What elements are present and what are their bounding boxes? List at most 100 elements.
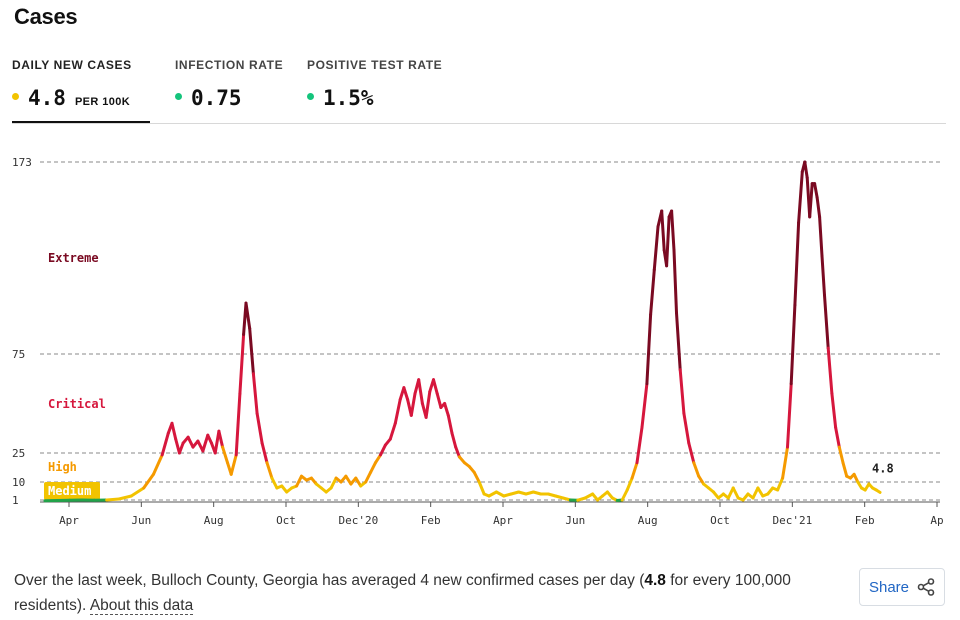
x-tick-label: Jun	[131, 514, 151, 527]
series-line-segment	[652, 225, 660, 272]
tab-label: INFECTION RATE	[175, 58, 284, 72]
y-tick-label: 25	[12, 447, 25, 460]
series-line-segment	[874, 488, 882, 494]
series-line-segment	[818, 215, 824, 258]
series-line-segment	[823, 293, 830, 350]
series-line-segment	[682, 411, 691, 445]
zone-badge	[44, 482, 100, 500]
series-line-segment	[751, 486, 760, 500]
series-line-segment	[649, 268, 656, 317]
status-dot-icon	[307, 93, 314, 100]
series-line-segment	[687, 441, 696, 465]
series-line-segment	[776, 476, 785, 492]
x-tick-label: Aug	[638, 514, 658, 527]
series-line-segment	[201, 433, 210, 453]
series-line-segment	[813, 182, 819, 199]
tab-positive-test-rate[interactable]: POSITIVE TEST RATE 1.5%	[307, 58, 457, 123]
x-tick-label: Apr	[493, 514, 513, 527]
series-line-segment	[697, 474, 706, 486]
series-line-segment	[786, 382, 793, 449]
status-dot-icon	[12, 93, 19, 100]
zone-label-medium: Medium	[48, 484, 91, 498]
share-button[interactable]: Share	[859, 568, 945, 606]
series-line-segment	[815, 195, 822, 219]
summary-bold-value: 4.8	[644, 572, 666, 589]
series-line-segment	[803, 160, 809, 180]
series-line-segment	[454, 445, 461, 459]
series-line-segment	[417, 378, 424, 405]
series-line-segment	[620, 488, 629, 502]
cases-line-chart: 173 75 25 10 1 Extreme Critical High Medium Apr Ju…	[12, 156, 944, 527]
series-line-segment	[830, 392, 838, 429]
series-line-segment	[129, 486, 146, 498]
series-line-segment	[645, 313, 653, 386]
x-tick-label: Aug	[204, 514, 224, 527]
series-line-segment	[443, 402, 450, 417]
y-tick-label: 75	[12, 348, 25, 361]
series-line-segment	[364, 470, 373, 484]
series-line-segment	[248, 327, 255, 376]
share-icon	[917, 578, 935, 596]
x-tick-label: Apr	[59, 514, 79, 527]
series-line-segment	[402, 386, 410, 401]
series-line-segment	[756, 486, 765, 498]
about-data-link[interactable]: About this data	[89, 597, 194, 615]
zone-label-high: High	[48, 460, 77, 474]
series-line-segment	[841, 461, 849, 478]
series-line-segment	[826, 346, 834, 396]
series-line-segment	[446, 413, 454, 435]
series-line-segment	[369, 461, 377, 474]
series-line-segment	[329, 476, 338, 490]
series-line-segment	[251, 372, 259, 415]
page-title: Cases	[14, 4, 78, 29]
series-line-segment	[260, 441, 269, 465]
x-tick-label: Dec'20	[338, 514, 378, 527]
x-tick-label: Feb	[421, 514, 441, 527]
last-value-label: 4.8	[872, 461, 894, 475]
series-line-segment	[388, 421, 397, 441]
series-line-segment	[630, 461, 639, 480]
series-line-segment	[177, 441, 185, 455]
series-line-segment	[424, 390, 432, 419]
series-line-segment	[244, 301, 252, 330]
x-tick-label: Jun	[565, 514, 585, 527]
zone-label-critical: Critical	[48, 397, 106, 411]
share-label: Share	[868, 578, 910, 596]
tab-infection-rate[interactable]: INFECTION RATE 0.75	[175, 58, 295, 123]
series-line-segment	[409, 392, 417, 417]
series-line-segment	[186, 435, 195, 449]
series-line-segment	[238, 332, 246, 396]
series-line-segment	[670, 209, 676, 252]
series-line-segment	[731, 486, 740, 500]
series-line-segment	[675, 311, 682, 372]
series-line-segment	[393, 398, 402, 425]
series-line-segment	[820, 254, 826, 297]
series-line-segment	[374, 453, 382, 465]
x-tick-label: Ap	[930, 514, 943, 527]
series-line-segment	[678, 368, 686, 415]
series-line-segment	[432, 378, 439, 396]
metric-value: 1.5%	[323, 86, 374, 110]
series-line-segment	[295, 474, 303, 488]
series-line-segment	[692, 461, 701, 478]
x-tick-label: Dec'21	[772, 514, 812, 527]
tab-daily-new-cases[interactable]: DAILY NEW CASES 4.8 PER 100K	[12, 58, 150, 123]
x-tick-label: Feb	[855, 514, 875, 527]
series-line-segment	[640, 382, 649, 429]
series-line-segment	[793, 221, 801, 307]
series-line-segment	[635, 425, 644, 465]
series-line-segment	[660, 209, 666, 252]
metric-unit: PER 100K	[74, 96, 131, 108]
series-line-segment	[837, 445, 845, 465]
status-dot-icon	[175, 93, 182, 100]
summary-text-before: Over the last week, Bulloch County, Geor…	[14, 572, 645, 589]
series-line-segment	[255, 411, 264, 445]
series-line-segment	[217, 429, 225, 449]
series-line-segment	[152, 453, 164, 476]
series-line-segment	[379, 443, 387, 457]
series-line-segment	[789, 303, 797, 386]
series-line-segment	[477, 480, 486, 496]
summary-text: Over the last week, Bulloch County, Geor…	[14, 568, 814, 618]
series-line-segment	[160, 431, 170, 457]
series-line-segment	[834, 425, 841, 449]
